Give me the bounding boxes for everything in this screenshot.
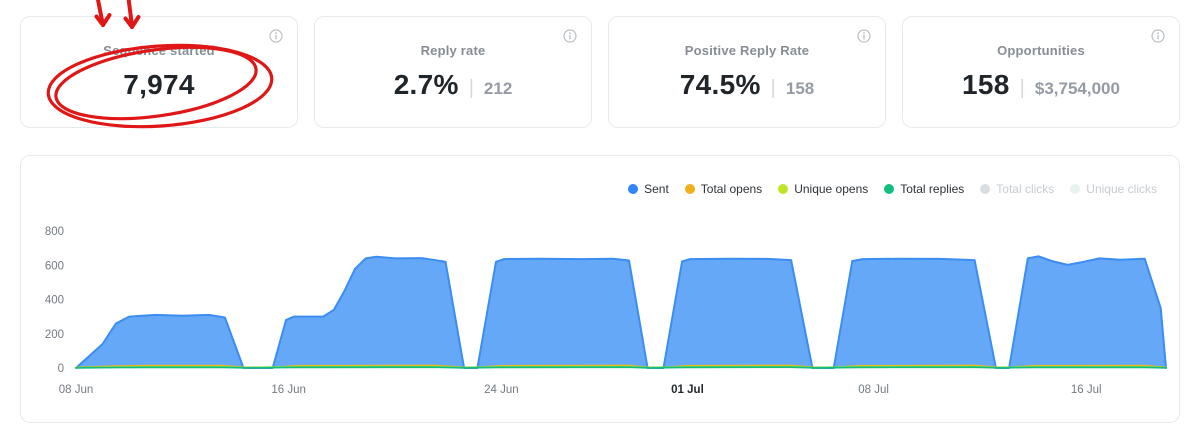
stat-card-value-row: 7,974 | — [21, 69, 297, 101]
legend-label: Sent — [644, 182, 669, 196]
legend-dot-icon — [884, 184, 895, 194]
stat-card-label: Sequence started — [103, 43, 215, 58]
legend-label: Total opens — [700, 182, 763, 196]
x-tick-label: 08 Jun — [59, 384, 94, 396]
stat-card-reply-rate: Reply rate 2.7% | 212 — [314, 16, 592, 128]
info-icon[interactable] — [1151, 29, 1165, 43]
stat-card-secondary-value: $3,754,000 — [1034, 79, 1120, 98]
series-line-total-replies — [75, 366, 1167, 369]
stat-card-value: 7,974 — [123, 69, 195, 100]
legend-label: Unique clicks — [1086, 182, 1157, 196]
stat-card-value: 74.5% — [679, 69, 761, 100]
legend-item-unique-opens[interactable]: Unique opens — [778, 182, 868, 196]
info-icon[interactable] — [857, 29, 871, 43]
stats-cards-row: Sequence started 7,974 | Reply rate 2.7%… — [20, 16, 1180, 128]
x-tick-label: 08 Jul — [858, 384, 889, 396]
stat-card-value-row: 2.7% | 212 — [315, 69, 591, 101]
legend-item-unique-clicks[interactable]: Unique clicks — [1070, 182, 1157, 196]
stat-card-value: 158 — [962, 69, 1010, 100]
stat-card-value-row: 74.5% | 158 — [609, 69, 885, 101]
stat-card-value-row: 158 | $3,754,000 — [903, 69, 1179, 101]
y-tick-label: 400 — [45, 295, 64, 307]
stat-card-sequence-started: Sequence started 7,974 | — [20, 16, 298, 128]
legend-dot-icon — [778, 184, 789, 194]
legend-item-sent[interactable]: Sent — [628, 182, 669, 196]
x-tick-label: 01 Jul — [671, 384, 704, 396]
stat-card-label: Positive Reply Rate — [684, 43, 810, 58]
x-tick-label: 24 Jun — [484, 384, 519, 396]
stat-card-value: 2.7% — [393, 69, 459, 100]
value-separator: | — [770, 77, 776, 99]
y-tick-label: 0 — [58, 363, 64, 375]
stat-card-extra: | 212 — [469, 77, 513, 100]
stat-card-label: Opportunities — [997, 43, 1085, 58]
stat-card-extra: | $3,754,000 — [1020, 77, 1120, 100]
chart-card: Sent Total opens Unique opens Total replies… — [20, 155, 1180, 423]
value-separator: | — [468, 77, 474, 99]
x-tick-label: 16 Jun — [271, 384, 306, 396]
legend-label: Total clicks — [996, 182, 1055, 196]
x-tick-label: 16 Jul — [1071, 384, 1102, 396]
legend-label: Unique opens — [794, 182, 869, 196]
info-icon[interactable] — [269, 29, 283, 43]
y-tick-label: 600 — [45, 260, 64, 272]
legend-dot-icon — [1070, 184, 1081, 194]
info-icon[interactable] — [563, 29, 577, 43]
legend-item-total-clicks[interactable]: Total clicks — [980, 182, 1054, 196]
stat-card-secondary-value: 158 — [785, 79, 815, 98]
stat-card-secondary-value: 212 — [483, 79, 513, 98]
stat-card-label: Reply rate — [420, 43, 486, 58]
series-area-sent — [76, 256, 1166, 368]
legend-item-total-replies[interactable]: Total replies — [884, 182, 964, 196]
area-chart: 0 200 400 600 800 08 Jun 16 Jun 24 Jun 01 Jul 08 … — [45, 226, 1167, 396]
y-tick-label: 200 — [45, 329, 64, 341]
y-tick-label: 800 — [45, 226, 64, 238]
stat-card-opportunities: Opportunities 158 | $3,754,000 — [902, 16, 1180, 128]
chart-legend: Sent Total opens Unique opens Total replies… — [628, 182, 1157, 196]
legend-dot-icon — [684, 184, 695, 194]
stat-card-positive-reply-rate: Positive Reply Rate 74.5% | 158 — [608, 16, 886, 128]
legend-item-total-opens[interactable]: Total opens — [684, 182, 763, 196]
legend-dot-icon — [980, 184, 991, 194]
value-separator: | — [1019, 77, 1025, 99]
legend-dot-icon — [628, 184, 639, 194]
legend-label: Total replies — [900, 182, 965, 196]
stat-card-extra: | 158 — [771, 77, 815, 100]
